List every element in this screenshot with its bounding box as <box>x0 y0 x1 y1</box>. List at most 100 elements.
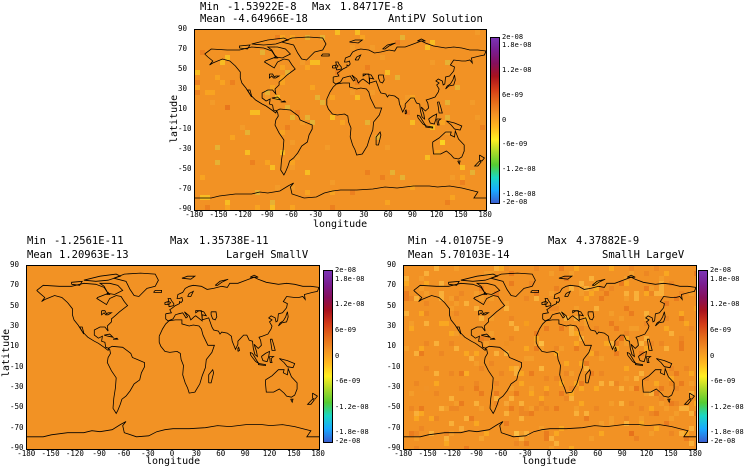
field-cell <box>454 311 459 316</box>
field-cell <box>599 286 604 291</box>
x-tick-label: 90 <box>407 210 417 219</box>
field-cell <box>434 381 439 386</box>
field-cell <box>594 406 599 411</box>
field-cell <box>504 341 509 346</box>
coastline <box>239 44 251 50</box>
field-cell <box>689 426 694 431</box>
field-cell <box>424 341 429 346</box>
field-cell <box>664 316 669 321</box>
field-cell <box>430 60 435 65</box>
field-cell <box>569 386 574 391</box>
y-tick-label: -50 <box>178 164 192 173</box>
y-tick-label: -30 <box>10 382 24 391</box>
y-axis-label: latitude <box>169 94 180 143</box>
x-tick-label: 0 <box>337 210 342 219</box>
field-cell <box>669 331 674 336</box>
field-cell <box>425 45 430 50</box>
field-cell <box>569 326 574 331</box>
x-tick-label: 120 <box>639 449 654 458</box>
field-cell <box>629 326 634 331</box>
field-cell <box>280 35 285 40</box>
field-cell <box>589 276 594 281</box>
coastline <box>269 73 281 79</box>
field-cell <box>524 296 529 301</box>
field-cell <box>524 321 529 326</box>
x-tick-label: 0 <box>546 449 552 458</box>
field-cell <box>604 341 609 346</box>
field-cell <box>479 366 484 371</box>
field-cell <box>275 185 280 190</box>
field-cell <box>624 331 629 336</box>
field-cell <box>325 145 330 150</box>
coastline <box>375 131 382 146</box>
colorbar-tick-label: 1.8e-08 <box>502 41 532 50</box>
field-cell <box>584 321 589 326</box>
x-axis-label: longitude <box>522 456 577 467</box>
field-cell <box>479 406 484 411</box>
colorbar-tick-label: 2e-08 <box>710 266 732 274</box>
field-cell <box>205 90 210 95</box>
y-tick-label: -10 <box>10 361 24 371</box>
field-cell <box>385 145 390 150</box>
field-cell <box>449 371 454 376</box>
field-cell <box>584 411 589 416</box>
field-cell <box>205 205 210 210</box>
field-cell <box>424 291 429 296</box>
colorbar-tick-label: -2e-08 <box>335 437 361 445</box>
field-cell <box>404 281 409 286</box>
field-cell <box>529 391 534 396</box>
x-tick-label: -120 <box>442 449 461 458</box>
field-cell <box>634 436 639 441</box>
field-cell <box>414 436 419 441</box>
coastline <box>626 274 636 278</box>
field-cell <box>435 150 440 155</box>
field-cell <box>434 391 439 396</box>
field-cell <box>385 200 390 205</box>
field-cell <box>489 316 494 321</box>
field-cell <box>679 346 684 351</box>
x-axis-label: longitude <box>146 456 201 467</box>
field-cell <box>539 341 544 346</box>
field-cell <box>419 276 424 281</box>
field-cell <box>669 366 674 371</box>
x-tick-label: 120 <box>262 449 277 458</box>
mean-value: -4.64966E-18 <box>232 13 308 25</box>
field-cell <box>604 291 609 296</box>
field-cell <box>559 326 564 331</box>
field-cell <box>654 411 659 416</box>
field-cell <box>290 205 295 210</box>
colorbar-tick-label: -1.8e-08 <box>335 428 369 437</box>
field-cell <box>504 266 509 271</box>
coastline <box>425 125 434 129</box>
field-cell <box>375 135 380 140</box>
x-tick-label: 30 <box>568 449 578 458</box>
x-tick-label: -90 <box>260 210 274 219</box>
field-cell <box>569 331 574 336</box>
field-cell <box>649 406 654 411</box>
colorbar-tick-label: 1.8e-08 <box>710 274 740 283</box>
field-cell <box>330 115 335 120</box>
field-cell <box>684 406 689 411</box>
coastline <box>36 282 129 352</box>
field-cell <box>659 401 664 406</box>
field-cell <box>494 381 499 386</box>
field-cell <box>509 336 514 341</box>
field-cell <box>639 416 644 421</box>
coastline <box>436 118 442 126</box>
field-cell <box>479 296 484 301</box>
colorbar-tick-label: 1.2e-08 <box>710 300 740 309</box>
field-cell <box>689 441 694 446</box>
coastline <box>483 345 522 415</box>
field-cell <box>290 140 295 145</box>
field-cell <box>450 195 455 200</box>
field-cell <box>419 311 424 316</box>
field-cell <box>574 266 579 271</box>
field-cell <box>584 416 589 421</box>
coastline <box>646 338 653 351</box>
field-cell <box>659 276 664 281</box>
field-cell <box>409 391 414 396</box>
field-cell <box>569 371 574 376</box>
field-cell <box>659 291 664 296</box>
field-cell <box>639 406 644 411</box>
coastline <box>257 363 266 367</box>
